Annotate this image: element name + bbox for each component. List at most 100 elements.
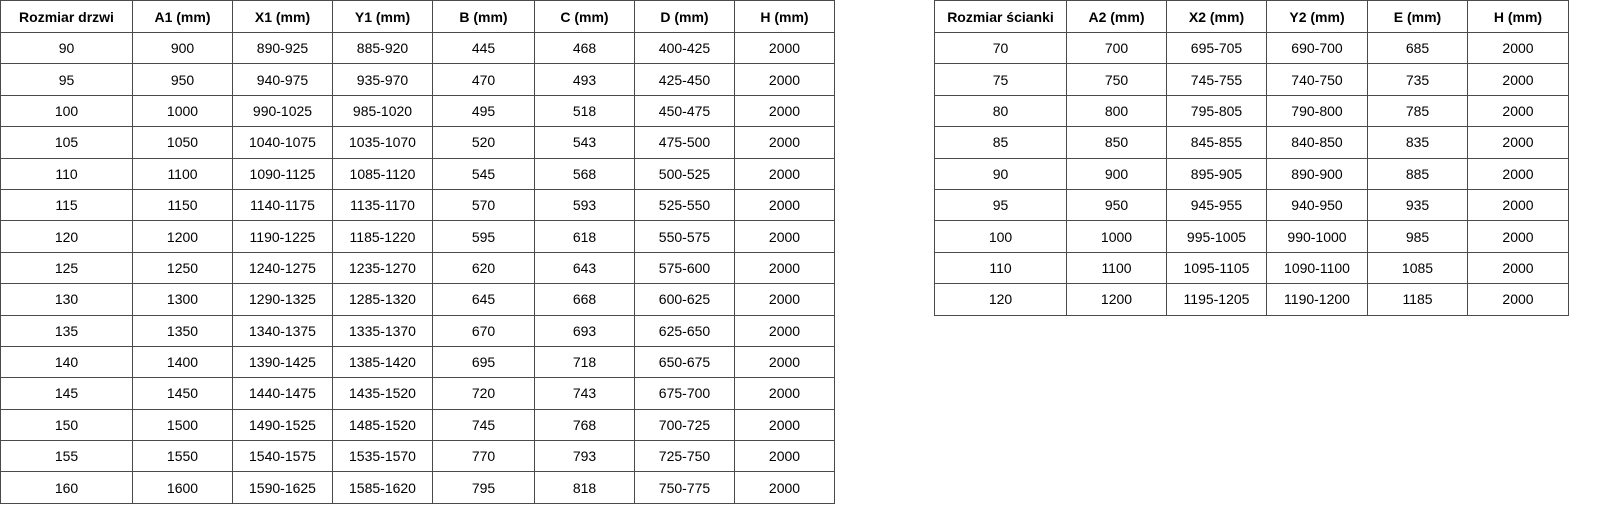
table-cell: 1035-1070: [332, 126, 433, 159]
table-cell: 1335-1370: [332, 314, 433, 347]
table-cell: 750-775: [634, 471, 735, 504]
table-cell: 135: [0, 314, 133, 347]
table-cell: 985-1020: [332, 94, 433, 128]
table-cell: 1090-1125: [232, 157, 333, 190]
table-cell: 800: [1066, 94, 1167, 128]
table-cell: 1585-1620: [332, 471, 433, 504]
column-header: A1 (mm): [132, 0, 233, 33]
table-cell: 1040-1075: [232, 126, 333, 159]
header-row: Rozmiar drzwi A1 (mm) X1 (mm) Y1 (mm) B (mm)…: [0, 0, 835, 33]
wall-size-table: Rozmiar ścianki A2 (mm) X2 (mm) Y2 (mm) E (m…: [934, 0, 1569, 316]
table-row: 110 1100 1095-1105 1090-1100 1085 2000: [934, 251, 1569, 285]
table-cell: 2000: [734, 157, 835, 190]
table-cell: 2000: [734, 408, 835, 442]
table-cell: 1000: [132, 94, 233, 128]
table-cell: 650-675: [634, 345, 735, 379]
table-cell: 1195-1205: [1166, 283, 1267, 316]
table-cell: 620: [432, 251, 535, 285]
table-cell: 718: [534, 345, 635, 379]
column-header: D (mm): [634, 0, 735, 33]
table-cell: 1600: [132, 471, 233, 504]
table-cell: 518: [534, 94, 635, 128]
table-cell: 2000: [1467, 63, 1569, 96]
table-row: 160 1600 1590-1625 1585-1620 795 818 750-775 20…: [0, 471, 835, 504]
table-cell: 1490-1525: [232, 408, 333, 442]
table-cell: 675-700: [634, 377, 735, 410]
column-header: Rozmiar drzwi: [0, 0, 133, 33]
table-cell: 1300: [132, 283, 233, 316]
table-cell: 95: [934, 188, 1067, 222]
table-cell: 793: [534, 440, 635, 473]
table-cell: 1150: [132, 188, 233, 222]
table-cell: 950: [1066, 188, 1167, 222]
table-cell: 90: [0, 31, 133, 65]
table-row: 140 1400 1390-1425 1385-1420 695 718 650-675 20…: [0, 345, 835, 379]
table-cell: 1095-1105: [1166, 251, 1267, 285]
table-row: 120 1200 1195-1205 1190-1200 1185 2000: [934, 283, 1569, 316]
table-cell: 890-925: [232, 31, 333, 65]
table-cell: 130: [0, 283, 133, 316]
table-cell: 2000: [1467, 188, 1569, 222]
table-cell: 1100: [1066, 251, 1167, 285]
table-cell: 2000: [734, 126, 835, 159]
table-cell: 100: [934, 220, 1067, 253]
table-cell: 990-1025: [232, 94, 333, 128]
table-row: 135 1350 1340-1375 1335-1370 670 693 625-650 20…: [0, 314, 835, 347]
table-cell: 900: [1066, 157, 1167, 190]
table-cell: 470: [432, 63, 535, 96]
column-header: Rozmiar ścianki: [934, 0, 1067, 33]
table-cell: 1540-1575: [232, 440, 333, 473]
table-cell: 1085-1120: [332, 157, 433, 190]
table-cell: 495: [432, 94, 535, 128]
table-cell: 950: [132, 63, 233, 96]
table-cell: 770: [432, 440, 535, 473]
table-cell: 935-970: [332, 63, 433, 96]
table-cell: 2000: [1467, 251, 1569, 285]
table-cell: 520: [432, 126, 535, 159]
table-cell: 1385-1420: [332, 345, 433, 379]
table-cell: 2000: [734, 63, 835, 96]
table-cell: 743: [534, 377, 635, 410]
table-cell: 690-700: [1266, 31, 1368, 65]
table-cell: 695: [432, 345, 535, 379]
table-cell: 985: [1367, 220, 1468, 253]
table-cell: 500-525: [634, 157, 735, 190]
table-cell: 110: [934, 251, 1067, 285]
table-cell: 70: [934, 31, 1067, 65]
table-cell: 120: [934, 283, 1067, 316]
table-cell: 745-755: [1166, 63, 1267, 96]
door-size-table: Rozmiar drzwi A1 (mm) X1 (mm) Y1 (mm) B (mm)…: [0, 0, 835, 504]
table-cell: 1090-1100: [1266, 251, 1368, 285]
table-cell: 1400: [132, 345, 233, 379]
table-cell: 1050: [132, 126, 233, 159]
table-cell: 160: [0, 471, 133, 504]
table-cell: 120: [0, 220, 133, 253]
table-cell: 720: [432, 377, 535, 410]
table-cell: 593: [534, 188, 635, 222]
table-row: 85 850 845-855 840-850 835 2000: [934, 126, 1569, 159]
table-row: 125 1250 1240-1275 1235-1270 620 643 575-600 20…: [0, 251, 835, 285]
column-header: H (mm): [734, 0, 835, 33]
table-cell: 2000: [1467, 220, 1569, 253]
table-cell: 75: [934, 63, 1067, 96]
table-cell: 2000: [1467, 126, 1569, 159]
table-row: 70 700 695-705 690-700 685 2000: [934, 31, 1569, 65]
table-cell: 575-600: [634, 251, 735, 285]
table-row: 110 1100 1090-1125 1085-1120 545 568 500-525 20…: [0, 157, 835, 190]
table-cell: 1550: [132, 440, 233, 473]
table-cell: 140: [0, 345, 133, 379]
table-row: 80 800 795-805 790-800 785 2000: [934, 94, 1569, 128]
table-row: 120 1200 1190-1225 1185-1220 595 618 550-575 20…: [0, 220, 835, 253]
table-cell: 1485-1520: [332, 408, 433, 442]
table-cell: 90: [934, 157, 1067, 190]
table-cell: 2000: [734, 314, 835, 347]
table-cell: 1500: [132, 408, 233, 442]
table-cell: 95: [0, 63, 133, 96]
table-cell: 2000: [734, 251, 835, 285]
table-cell: 885: [1367, 157, 1468, 190]
table-cell: 1200: [132, 220, 233, 253]
table-cell: 155: [0, 440, 133, 473]
table-row: 95 950 945-955 940-950 935 2000: [934, 188, 1569, 222]
table-cell: 785: [1367, 94, 1468, 128]
table-cell: 900: [132, 31, 233, 65]
